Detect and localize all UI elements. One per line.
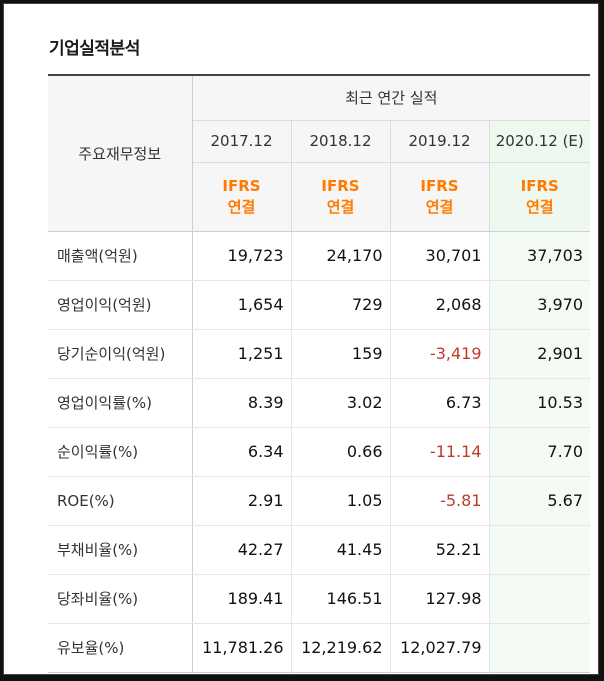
value-cell: 2,901 [488, 329, 591, 379]
basis-scope: 연결 [227, 197, 256, 216]
period-header-estimate: 2020.12 (E) [488, 120, 591, 163]
period-header: 2018.12 [290, 120, 390, 163]
value-cell: 1,251 [191, 329, 291, 379]
value-cell: 6.34 [191, 427, 291, 477]
value-cell: 30,701 [389, 231, 489, 281]
value-cell: 41.45 [290, 524, 390, 575]
accounting-basis: IFRS 연결 [191, 162, 291, 232]
basis-standard: IFRS [520, 176, 559, 195]
table-row: 순이익률(%) 6.34 0.66 -11.14 7.70 [48, 427, 591, 477]
value-cell: 8.39 [191, 377, 291, 428]
table-row: 당좌비율(%) 189.41 146.51 127.98 [48, 574, 591, 624]
section-title: 기업실적분석 [49, 39, 140, 59]
value-cell: 159 [290, 329, 390, 379]
financial-table-body: 매출액(억원) 19,723 24,170 30,701 37,703 영업이익(억원) 1… [48, 231, 591, 672]
value-cell: 6.73 [389, 377, 489, 428]
period-header: 2017.12 [191, 120, 291, 163]
value-cell: 3.02 [290, 377, 390, 428]
basis-scope: 연결 [425, 197, 454, 216]
row-label: 부채비율(%) [48, 524, 193, 575]
table-row: 유보율(%) 11,781.26 12,219.62 12,027.79 [48, 623, 591, 672]
value-cell: 12,219.62 [290, 623, 390, 672]
basis-scope: 연결 [326, 197, 355, 216]
value-cell: 189.41 [191, 574, 291, 624]
value-cell: 52.21 [389, 524, 489, 575]
value-cell: 10.53 [488, 377, 591, 428]
row-label: 순이익률(%) [48, 427, 193, 477]
value-cell [488, 574, 591, 624]
value-cell: 729 [290, 280, 390, 330]
row-label: 매출액(억원) [48, 231, 193, 281]
value-cell: 37,703 [488, 231, 591, 281]
value-cell: 24,170 [290, 231, 390, 281]
value-cell: 7.70 [488, 427, 591, 477]
basis-standard: IFRS [222, 176, 261, 195]
value-cell [488, 623, 591, 672]
period-header-row: 2017.12 2018.12 2019.12 2020.12 (E) [48, 120, 591, 163]
annual-results-header: 최근 연간 실적 [192, 75, 591, 121]
row-label: 당좌비율(%) [48, 574, 193, 624]
value-cell: 3,970 [488, 280, 591, 330]
value-cell: 5.67 [488, 476, 591, 526]
accounting-basis: IFRS 연결 [290, 162, 390, 232]
table-row: 부채비율(%) 42.27 41.45 52.21 [48, 524, 591, 575]
item-column-header: 주요재무정보 [48, 75, 193, 232]
table-row: ROE(%) 2.91 1.05 -5.81 5.67 [48, 476, 591, 526]
table-row: 매출액(억원) 19,723 24,170 30,701 37,703 [48, 231, 591, 281]
row-label: 영업이익률(%) [48, 377, 193, 428]
value-cell: 12,027.79 [389, 623, 489, 672]
value-cell: 11,781.26 [191, 623, 291, 672]
value-cell [488, 524, 591, 575]
value-cell: -11.14 [389, 427, 489, 477]
row-label: ROE(%) [48, 476, 193, 526]
value-cell: 146.51 [290, 574, 390, 624]
row-label: 영업이익(억원) [48, 280, 193, 330]
value-cell: 1,654 [191, 280, 291, 330]
basis-standard: IFRS [321, 176, 360, 195]
accounting-basis-estimate: IFRS 연결 [488, 162, 591, 232]
table-row: 당기순이익(억원) 1,251 159 -3,419 2,901 [48, 329, 591, 379]
basis-scope: 연결 [525, 197, 554, 216]
basis-standard: IFRS [420, 176, 459, 195]
period-header: 2019.12 [389, 120, 489, 163]
financial-summary-table: 주요재무정보 최근 연간 실적 2017.12 2018.12 2019.12 … [48, 74, 591, 673]
value-cell: 42.27 [191, 524, 291, 575]
row-label: 유보율(%) [48, 623, 193, 672]
value-cell: 1.05 [290, 476, 390, 526]
row-label: 당기순이익(억원) [48, 329, 193, 379]
accounting-basis: IFRS 연결 [389, 162, 489, 232]
value-cell: -3,419 [389, 329, 489, 379]
value-cell: 127.98 [389, 574, 489, 624]
table-row: 영업이익(억원) 1,654 729 2,068 3,970 [48, 280, 591, 330]
value-cell: -5.81 [389, 476, 489, 526]
table-row: 영업이익률(%) 8.39 3.02 6.73 10.53 [48, 377, 591, 428]
value-cell: 2.91 [191, 476, 291, 526]
value-cell: 0.66 [290, 427, 390, 477]
basis-header-row: IFRS 연결 IFRS 연결 IFRS 연결 IFRS 연결 [48, 162, 591, 232]
value-cell: 19,723 [191, 231, 291, 281]
value-cell: 2,068 [389, 280, 489, 330]
